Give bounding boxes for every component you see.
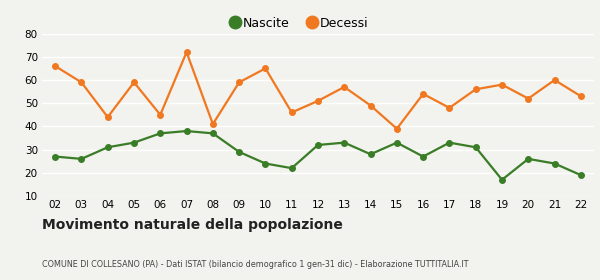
Text: COMUNE DI COLLESANO (PA) - Dati ISTAT (bilancio demografico 1 gen-31 dic) - Elab: COMUNE DI COLLESANO (PA) - Dati ISTAT (b… — [42, 260, 469, 269]
Text: Movimento naturale della popolazione: Movimento naturale della popolazione — [42, 218, 343, 232]
Legend: Nascite, Decessi: Nascite, Decessi — [227, 12, 373, 35]
